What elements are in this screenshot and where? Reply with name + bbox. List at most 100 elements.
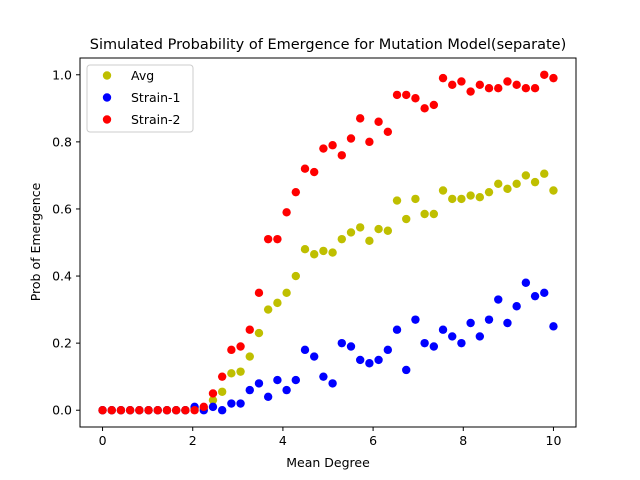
point-strain-1: [549, 322, 557, 330]
point-strain-1: [255, 379, 263, 387]
point-strain-2: [448, 81, 456, 89]
point-avg: [273, 299, 281, 307]
point-strain-2: [485, 84, 493, 92]
point-strain-2: [181, 406, 189, 414]
point-strain-1: [384, 346, 392, 354]
legend-marker-strain-2: [103, 115, 111, 123]
point-avg: [522, 171, 530, 179]
point-strain-1: [448, 332, 456, 340]
point-strain-2: [549, 74, 557, 82]
point-strain-2: [255, 289, 263, 297]
point-avg: [430, 210, 438, 218]
point-strain-1: [338, 339, 346, 347]
point-strain-2: [154, 406, 162, 414]
point-strain-2: [384, 128, 392, 136]
point-strain-2: [338, 151, 346, 159]
y-tick-label: 0.0: [52, 403, 72, 418]
point-avg: [301, 245, 309, 253]
point-strain-1: [402, 366, 410, 374]
point-strain-1: [512, 302, 520, 310]
x-tick-label: 8: [459, 433, 467, 448]
point-strain-1: [282, 386, 290, 394]
y-tick-label: 0.4: [52, 269, 72, 284]
point-strain-1: [393, 326, 401, 334]
point-strain-2: [365, 138, 373, 146]
point-strain-1: [209, 403, 217, 411]
y-tick-label: 0.2: [52, 336, 72, 351]
point-avg: [549, 186, 557, 194]
point-strain-2: [273, 235, 281, 243]
point-avg: [338, 235, 346, 243]
legend-label-avg: Avg: [131, 68, 154, 83]
legend: Avg Strain-1 Strain-2: [87, 65, 193, 132]
point-avg: [448, 195, 456, 203]
point-strain-2: [503, 77, 511, 85]
point-avg: [466, 191, 474, 199]
legend-label-strain-2: Strain-2: [131, 112, 181, 127]
point-strain-2: [209, 389, 217, 397]
point-avg: [457, 195, 465, 203]
point-strain-1: [227, 399, 235, 407]
point-strain-2: [540, 71, 548, 79]
x-tick-label: 2: [189, 433, 197, 448]
point-avg: [319, 247, 327, 255]
point-strain-2: [117, 406, 125, 414]
point-strain-1: [218, 406, 226, 414]
point-avg: [236, 367, 244, 375]
point-avg: [512, 180, 520, 188]
point-strain-2: [457, 77, 465, 85]
point-strain-2: [328, 141, 336, 149]
point-strain-1: [374, 356, 382, 364]
point-strain-2: [163, 406, 171, 414]
x-axis-label: Mean Degree: [286, 455, 370, 470]
point-strain-1: [494, 295, 502, 303]
point-strain-2: [310, 168, 318, 176]
x-tick-label: 6: [369, 433, 377, 448]
point-strain-1: [439, 326, 447, 334]
point-strain-1: [264, 393, 272, 401]
point-strain-1: [420, 339, 428, 347]
point-avg: [531, 178, 539, 186]
point-avg: [439, 186, 447, 194]
point-strain-2: [246, 326, 254, 334]
point-strain-1: [485, 315, 493, 323]
point-strain-2: [356, 114, 364, 122]
y-axis-label: Prob of Emergence: [28, 182, 43, 301]
point-strain-1: [457, 339, 465, 347]
point-strain-2: [301, 165, 309, 173]
point-strain-1: [328, 379, 336, 387]
point-strain-2: [476, 81, 484, 89]
point-strain-2: [292, 188, 300, 196]
y-tick-label: 0.8: [52, 134, 72, 149]
point-avg: [282, 289, 290, 297]
point-strain-2: [531, 84, 539, 92]
point-strain-2: [200, 403, 208, 411]
point-strain-2: [98, 406, 106, 414]
point-avg: [476, 193, 484, 201]
point-strain-2: [430, 101, 438, 109]
point-strain-2: [494, 84, 502, 92]
point-avg: [485, 188, 493, 196]
point-avg: [292, 272, 300, 280]
point-strain-1: [292, 376, 300, 384]
point-strain-1: [273, 376, 281, 384]
point-strain-2: [522, 84, 530, 92]
point-avg: [384, 227, 392, 235]
point-strain-2: [347, 134, 355, 142]
point-strain-1: [540, 289, 548, 297]
x-tick-label: 10: [546, 433, 562, 448]
legend-marker-avg: [103, 71, 111, 79]
point-strain-2: [393, 91, 401, 99]
point-strain-2: [190, 406, 198, 414]
point-strain-1: [356, 356, 364, 364]
point-strain-2: [411, 94, 419, 102]
x-tick-label: 4: [279, 433, 287, 448]
point-strain-1: [522, 279, 530, 287]
point-avg: [503, 185, 511, 193]
point-strain-1: [310, 352, 318, 360]
x-axis: 0 2 4 6 8 10: [99, 427, 562, 448]
point-strain-2: [374, 118, 382, 126]
point-avg: [411, 195, 419, 203]
y-tick-label: 1.0: [52, 67, 72, 82]
point-avg: [540, 170, 548, 178]
